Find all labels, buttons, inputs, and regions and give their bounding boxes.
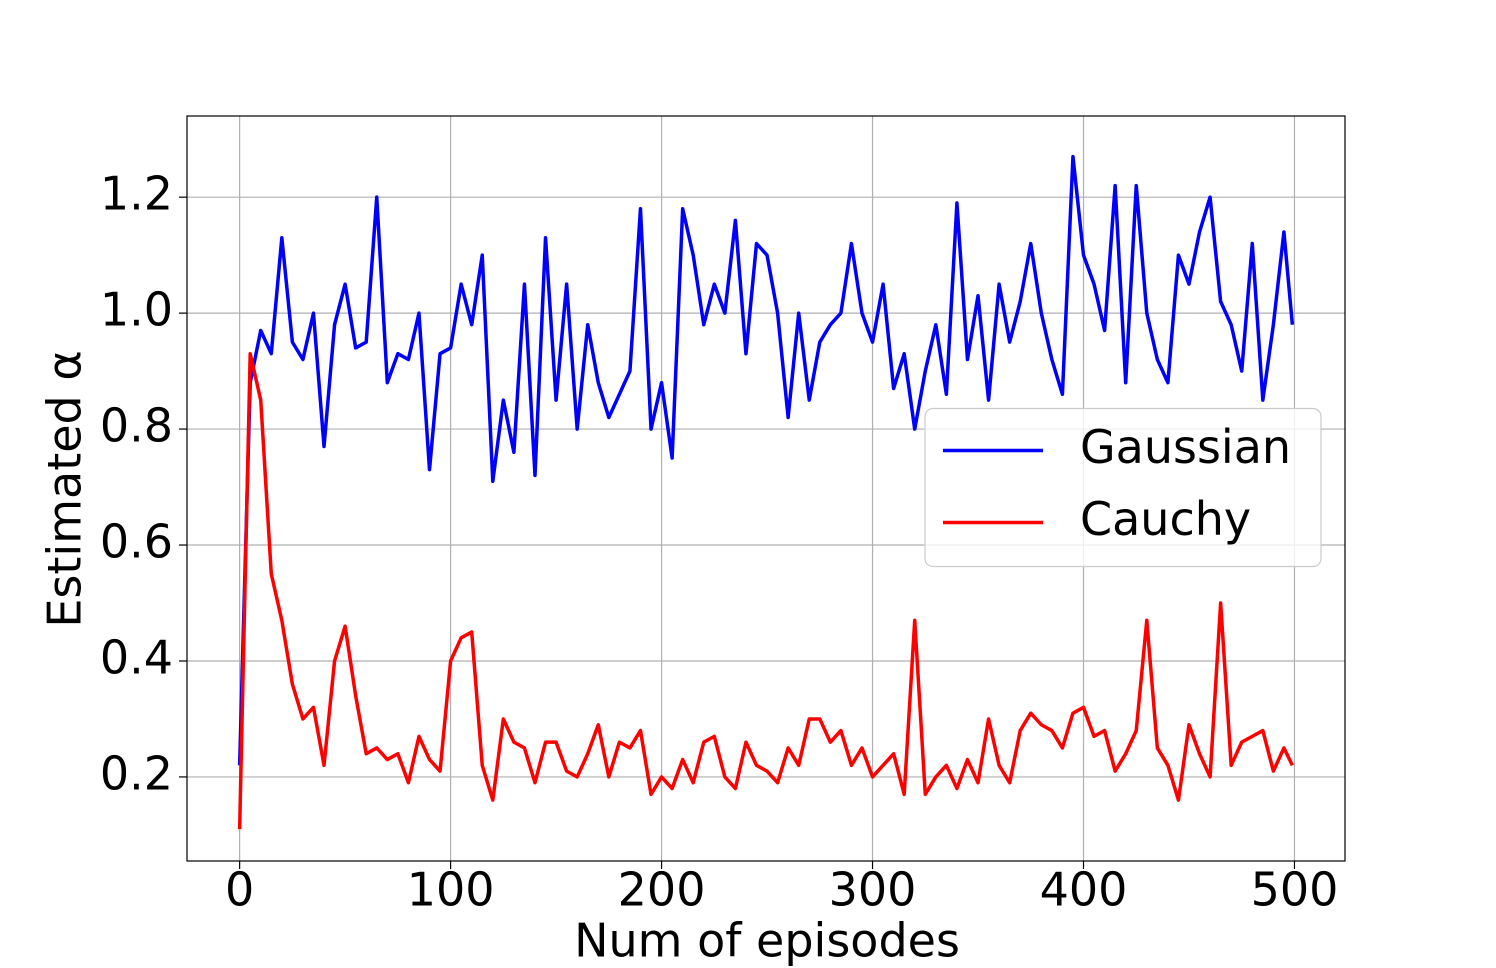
plot-frame [186,115,1346,862]
y-tick-label: 0.2 [100,746,173,800]
y-axis-label: Estimated α [38,350,92,627]
legend: Gaussian Cauchy [924,407,1322,568]
y-tick-label: 0.8 [100,399,173,453]
x-tick-label: 200 [618,863,706,917]
legend-box [924,407,1322,568]
y-tick-label: 0.4 [100,630,173,684]
y-tick-label: 1.0 [100,283,173,337]
y-tick-label: 0.6 [100,515,173,569]
line-series [237,154,1295,766]
x-tick-label: 100 [407,863,495,917]
legend-label: Cauchy [1080,492,1251,546]
x-axis-label: Num of episodes [574,914,960,968]
legend-label: Gaussian [1080,420,1291,474]
line-series [237,351,1294,830]
x-tick-label: 0 [225,863,254,917]
x-tick-label: 400 [1040,863,1128,917]
x-tick-label: 300 [829,863,917,917]
x-tick-label: 500 [1251,863,1339,917]
y-tick-label: 1.2 [100,167,173,221]
